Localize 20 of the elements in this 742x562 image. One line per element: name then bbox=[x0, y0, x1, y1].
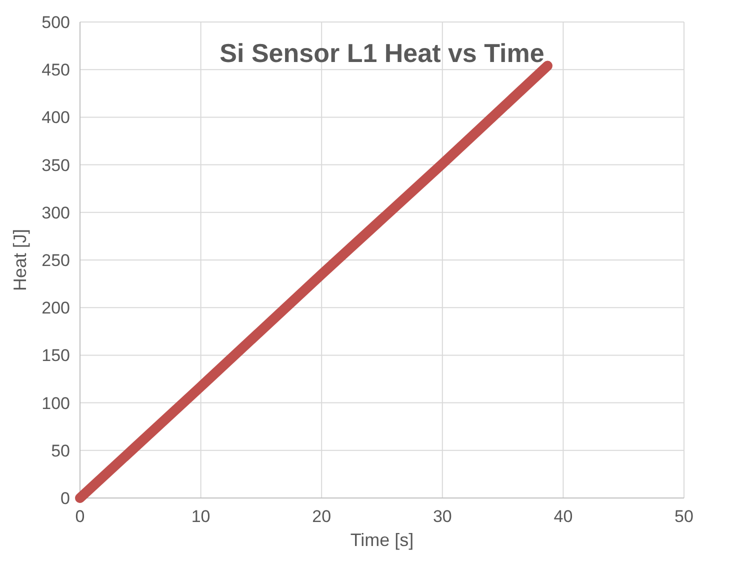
y-tick-label: 0 bbox=[60, 489, 70, 508]
y-tick-label: 300 bbox=[42, 203, 70, 222]
text: Si Sensor L1 Heat vs Time bbox=[220, 38, 544, 68]
y-tick-label: 150 bbox=[42, 346, 70, 366]
x-tick-label: 40 bbox=[554, 507, 573, 526]
y-tick-label: 250 bbox=[42, 251, 70, 270]
x-tick-label: 30 bbox=[432, 507, 452, 526]
y-tick-label: 350 bbox=[42, 156, 70, 175]
y-tick-label: 100 bbox=[42, 394, 70, 413]
x-tick-label: 50 bbox=[674, 507, 694, 526]
x-axis-title: Time [s] bbox=[350, 530, 414, 550]
x-tick-label: 10 bbox=[191, 507, 210, 526]
y-tick-label: 50 bbox=[51, 441, 70, 460]
y-tick-label: 400 bbox=[42, 108, 70, 128]
y-tick-label: 500 bbox=[42, 13, 70, 32]
y-axis-title: Heat [J] bbox=[10, 228, 30, 292]
x-tick-label: 20 bbox=[312, 507, 332, 526]
y-tick-label: 200 bbox=[42, 298, 70, 318]
y-tick-label: 450 bbox=[42, 60, 70, 80]
x-tick-label: 0 bbox=[75, 507, 85, 526]
